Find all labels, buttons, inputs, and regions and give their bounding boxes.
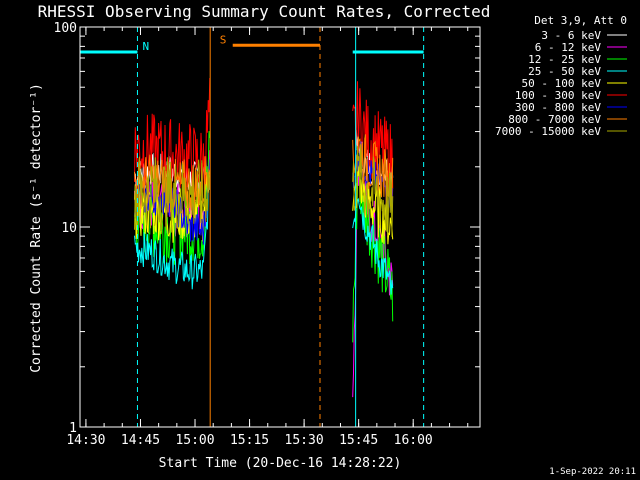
series-line-25-50-kev-seg1 [352, 197, 394, 295]
x-tick-label-3: 15:15 [230, 433, 269, 448]
x-tick-label-4: 15:30 [285, 433, 324, 448]
legend-label-100-300-kev: 100 - 300 keV [515, 89, 601, 102]
x-tick-label-6: 16:00 [394, 433, 433, 448]
axes: 14:30 14:45 15:00 15:15 15:30 15:45 16:00 1 10 10… [54, 21, 481, 448]
series-line-100-300-kev-seg0 [134, 77, 211, 194]
chart-title: RHESSI Observing Summary Count Rates, Co… [38, 2, 491, 21]
legend-label-6-12-kev: 6 - 12 keV [535, 41, 602, 54]
footer-date: 1-Sep-2022 20:11 [549, 467, 636, 477]
legend-title: Det 3,9, Att 0 [534, 14, 627, 27]
legend-label-800-7000-kev: 800 - 7000 keV [508, 113, 601, 126]
legend-label-7000-15000-kev: 7000 - 15000 keV [495, 125, 601, 138]
legend-label-12-25-kev: 12 - 25 keV [528, 53, 601, 66]
legend-label-50-100-kev: 50 - 100 keV [522, 77, 602, 90]
series-line-3-6-kev-seg0 [134, 152, 211, 195]
x-tick-label-1: 14:45 [121, 433, 160, 448]
series-line-25-50-kev-seg0 [134, 170, 211, 290]
y-tick-label-0: 1 [69, 421, 77, 436]
legend-label-25-50-kev: 25 - 50 keV [528, 65, 601, 78]
x-tick-label-2: 15:00 [175, 433, 214, 448]
x-tick-label-5: 15:45 [339, 433, 378, 448]
y-tick-label-2: 100 [54, 21, 77, 36]
x-tick-label-0: 14:30 [66, 433, 105, 448]
legend-label-3-6-kev: 3 - 6 keV [541, 29, 601, 42]
flag-label-n: N [142, 40, 149, 53]
series-line-100-300-kev-seg1 [352, 81, 394, 194]
x-axis-label: Start Time (20-Dec-16 14:28:22) [159, 456, 402, 471]
series-line-7000-15000-kev-seg0 [134, 157, 211, 233]
y-tick-label-1: 10 [61, 221, 77, 236]
series-line-7000-15000-kev-seg1 [352, 144, 394, 237]
legend-label-300-800-kev: 300 - 800 keV [515, 101, 601, 114]
y-axis-label: Corrected Count Rate (s⁻¹ detector⁻¹) [29, 83, 44, 373]
flag-label-s: S [220, 33, 227, 46]
